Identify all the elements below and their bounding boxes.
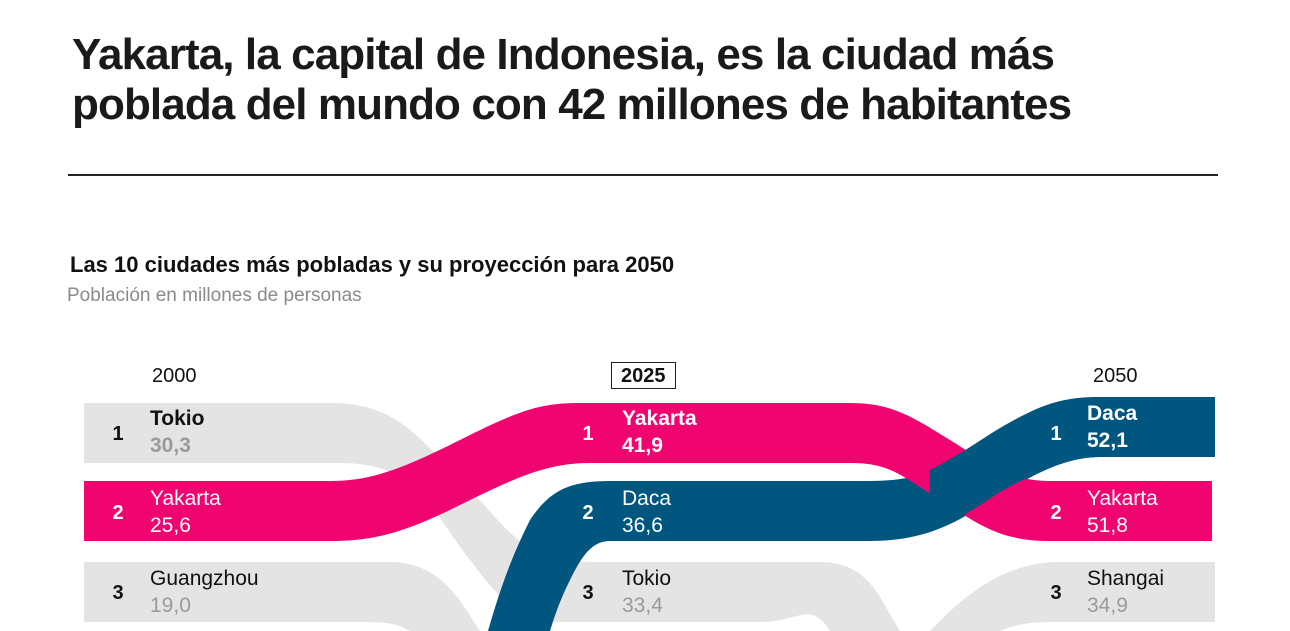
chart-title: Las 10 ciudades más pobladas y su proyec…	[70, 252, 675, 277]
city-name: Tokio	[622, 567, 672, 590]
city-2050-2: Yakarta 51,8	[1087, 485, 1158, 539]
city-2000-2: Yakarta 25,6	[150, 485, 221, 539]
city-value: 36,6	[622, 514, 663, 537]
gray-ribbons	[84, 403, 1215, 631]
city-name: Yakarta	[1087, 487, 1158, 510]
city-name: Daca	[1087, 402, 1138, 425]
city-value: 33,4	[622, 594, 663, 617]
city-2050-1: Daca 52,1	[1087, 400, 1137, 454]
chart-subtitle: Población en millones de personas	[67, 285, 362, 306]
city-2025-3: Tokio 33,4	[622, 565, 671, 619]
city-name: Yakarta	[622, 407, 697, 430]
city-2025-2: Daca 36,6	[622, 485, 671, 539]
year-2025-highlighted: 2025	[611, 362, 676, 389]
city-2000-1: Tokio 30,3	[150, 405, 204, 459]
year-2050: 2050	[1093, 365, 1138, 387]
rank-2050-1: 1	[1050, 423, 1062, 445]
rank-2025-3: 3	[582, 582, 594, 604]
city-value: 51,8	[1087, 514, 1128, 537]
city-name: Guangzhou	[150, 567, 259, 590]
city-2050-3: Shangai 34,9	[1087, 565, 1164, 619]
city-value: 25,6	[150, 514, 191, 537]
city-name: Shangai	[1087, 567, 1165, 590]
headline: Yakarta, la capital de Indonesia, es la …	[72, 30, 1072, 129]
rank-2025-1: 1	[582, 423, 594, 445]
city-name: Daca	[622, 487, 672, 510]
city-value: 34,9	[1087, 594, 1128, 617]
city-2000-3: Guangzhou 19,0	[150, 565, 259, 619]
city-name: Yakarta	[150, 487, 221, 510]
rank-2050-3: 3	[1050, 582, 1062, 604]
rank-2050-2: 2	[1050, 502, 1062, 524]
city-2025-1: Yakarta 41,9	[622, 405, 697, 459]
year-2000: 2000	[152, 365, 197, 387]
city-value: 52,1	[1087, 429, 1128, 452]
city-value: 30,3	[150, 434, 191, 457]
rank-2000-3: 3	[112, 582, 124, 604]
divider	[68, 174, 1218, 176]
rank-2025-2: 2	[582, 502, 594, 524]
rank-2000-2: 2	[112, 502, 124, 524]
rank-2000-1: 1	[112, 423, 124, 445]
city-value: 19,0	[150, 594, 191, 617]
city-value: 41,9	[622, 434, 663, 457]
yakarta-ribbon	[84, 403, 1212, 541]
city-name: Tokio	[150, 407, 205, 430]
